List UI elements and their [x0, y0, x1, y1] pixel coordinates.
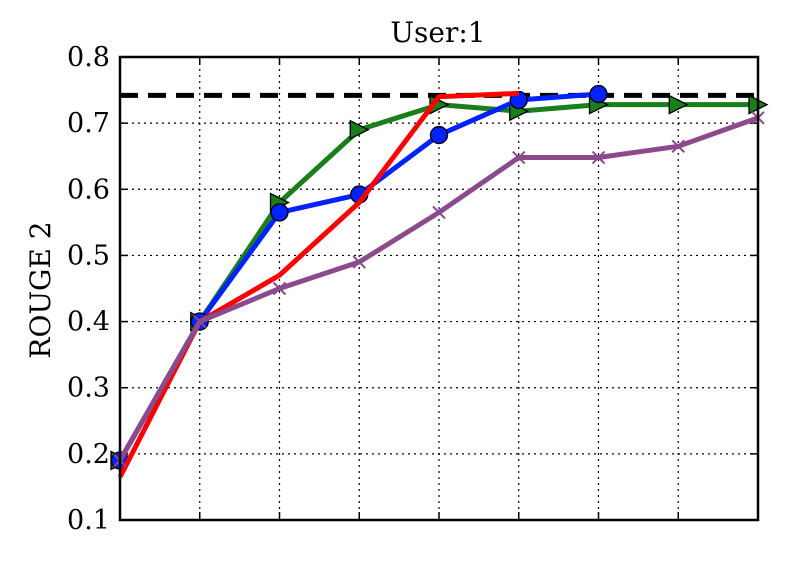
data-point-stroke: [671, 139, 685, 153]
data-point: [668, 94, 689, 115]
y-axis-label: ROUGE 2: [24, 221, 57, 358]
series-line: [117, 90, 519, 479]
data-point: [352, 255, 366, 269]
y-tick-label: 0.1: [67, 505, 110, 536]
y-tick-label: 0.2: [67, 439, 110, 470]
data-point-stroke: [193, 314, 207, 329]
data-point: [591, 150, 606, 165]
y-tick-label: 0.5: [67, 240, 110, 271]
data-point: [193, 314, 207, 329]
data-point-stroke: [352, 255, 366, 269]
y-tick-label: 0.6: [67, 174, 110, 205]
y-tick-label: 0.7: [67, 108, 110, 139]
data-point: [432, 205, 446, 220]
data-point: [671, 139, 685, 153]
chart-title: User:1: [390, 16, 485, 49]
plot-frame: [118, 55, 760, 522]
data-point: [272, 281, 287, 296]
y-tick-label: 0.4: [67, 307, 110, 338]
data-point: [270, 203, 289, 222]
data-point-stroke: [512, 150, 526, 165]
y-axis: 0.1 0.2 0.3 0.4 0.5 0.6 0.7 0.8: [67, 42, 759, 536]
data-point-stroke: [591, 150, 606, 165]
y-tick-label: 0.8: [67, 42, 110, 73]
series-1: [110, 94, 769, 471]
data-point: [589, 84, 608, 104]
series-3: [117, 90, 519, 479]
series-group: [110, 84, 769, 479]
series-line: [117, 102, 758, 462]
data-point: [349, 119, 370, 140]
data-point-stroke: [432, 205, 446, 220]
data-point-stroke: [272, 281, 287, 296]
y-tick-label: 0.3: [67, 373, 110, 404]
grid: [120, 57, 758, 520]
data-point: [512, 150, 526, 165]
series-line: [117, 115, 759, 462]
data-point: [429, 125, 449, 145]
